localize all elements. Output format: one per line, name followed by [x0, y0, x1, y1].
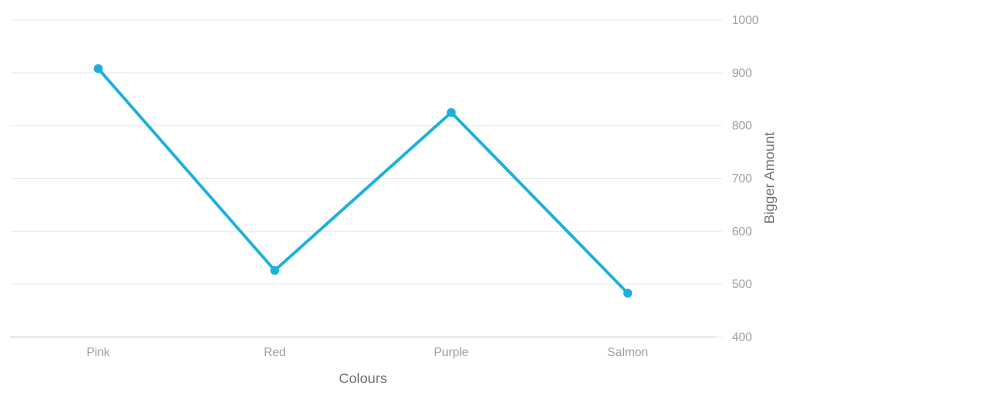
y-tick-label: 700	[732, 172, 752, 186]
series-line	[96, 67, 630, 295]
x-tick-label: Purple	[434, 345, 469, 359]
data-point[interactable]	[446, 107, 456, 117]
y-tick-label: 1000	[732, 13, 759, 27]
x-axis-title: Colours	[339, 370, 387, 386]
series-layer	[93, 64, 633, 298]
y-axis-ticks: 400 500 600 700 800 900 1000	[732, 13, 759, 344]
y-tick-label: 500	[732, 277, 752, 291]
gridlines	[10, 19, 722, 338]
y-tick-label: 400	[732, 330, 752, 344]
y-tick-label: 600	[732, 224, 752, 238]
data-point[interactable]	[623, 288, 633, 298]
data-point[interactable]	[93, 64, 103, 74]
x-tick-label: Red	[264, 345, 286, 359]
y-tick-label: 800	[732, 119, 752, 133]
y-tick-label: 900	[732, 66, 752, 80]
data-point[interactable]	[270, 265, 280, 275]
x-tick-label: Pink	[87, 345, 111, 359]
x-axis-ticks: Pink Red Purple Salmon	[87, 345, 649, 359]
x-tick-label: Salmon	[607, 345, 648, 359]
y-axis-title: Bigger Amount	[761, 132, 777, 224]
